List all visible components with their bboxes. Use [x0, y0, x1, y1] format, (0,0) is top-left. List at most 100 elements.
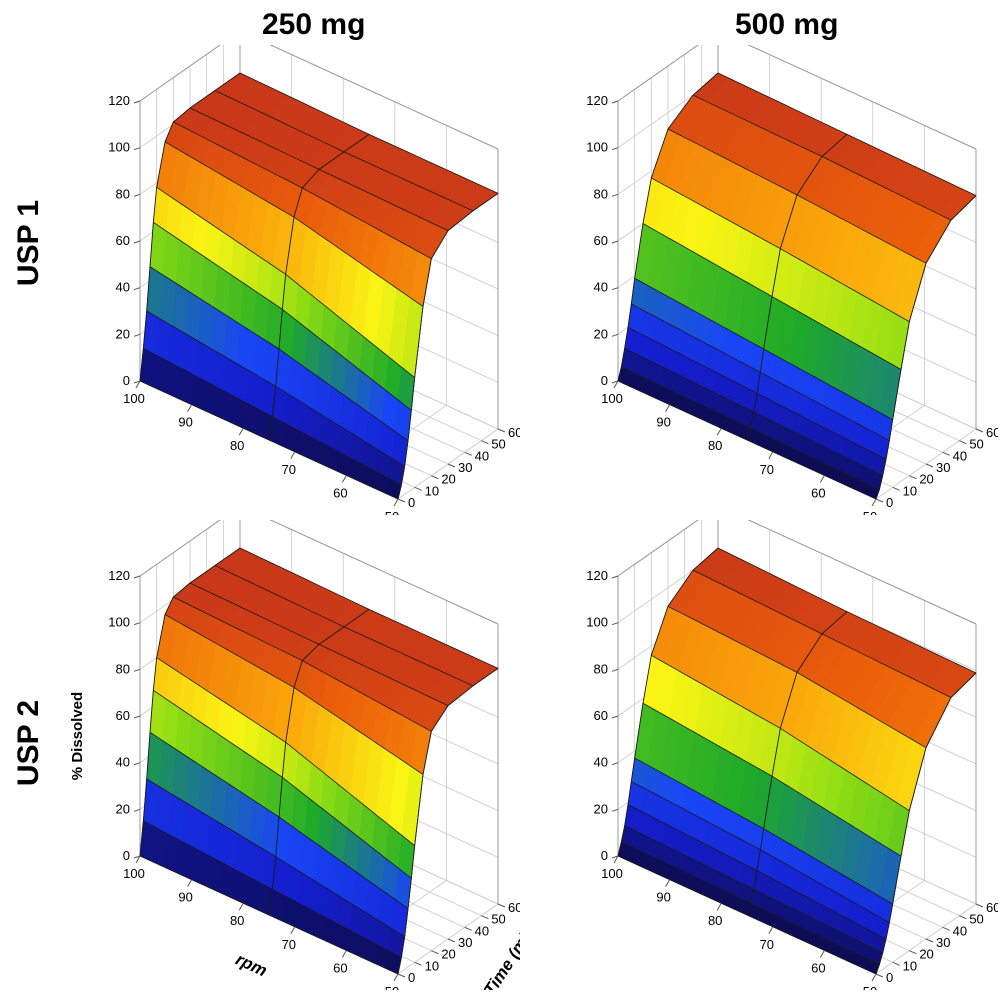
- z-tick: [611, 668, 619, 672]
- z-tick: [133, 668, 141, 672]
- rpm-tick-label: 100: [601, 866, 623, 881]
- time-tick-label: 30: [936, 935, 950, 950]
- time-tick-label: 50: [491, 912, 505, 927]
- z-tick: [133, 575, 141, 579]
- z-tick-label: 20: [594, 801, 608, 816]
- time-tick: [414, 486, 422, 491]
- rpm-tick-label: 70: [760, 937, 774, 952]
- z-tick-label: 80: [594, 661, 608, 676]
- time-tick: [497, 903, 506, 908]
- time-tick: [942, 926, 950, 931]
- z-tick-label: 100: [586, 615, 608, 630]
- time-tick-label: 0: [408, 495, 415, 510]
- box-edge: [139, 45, 221, 102]
- rpm-tick-label: 50: [863, 509, 877, 515]
- z-tick-label: 0: [601, 848, 608, 863]
- z-tick: [611, 333, 619, 337]
- time-tick: [414, 961, 422, 966]
- rpm-tick-label: 100: [123, 391, 145, 406]
- z-tick-label: 40: [594, 755, 608, 770]
- rpm-tick-label: 50: [863, 984, 877, 990]
- rpm-contour: [617, 72, 719, 382]
- z-tick: [611, 100, 619, 104]
- time-tick: [942, 451, 950, 456]
- rpm-tick: [135, 855, 141, 864]
- time-tick: [925, 463, 934, 468]
- z-tick-label: 20: [116, 326, 130, 341]
- time-tick-label: 60: [986, 900, 998, 915]
- z-tick-label: 40: [116, 755, 130, 770]
- time-tick: [397, 498, 406, 503]
- z-tick: [133, 715, 141, 719]
- time-tick: [464, 926, 472, 931]
- rpm-tick: [819, 950, 825, 958]
- rpm-tick-label: 70: [282, 462, 296, 477]
- surface: [617, 72, 977, 500]
- surface-edge: [875, 195, 977, 500]
- time-tick-label: 0: [408, 970, 415, 985]
- rpm-tick: [716, 902, 722, 911]
- rpm-tick-label: 90: [656, 415, 670, 430]
- z-tick: [611, 808, 619, 812]
- rpm-tick-label: 100: [123, 866, 145, 881]
- column-title-500mg: 500 mg: [735, 8, 839, 41]
- time-tick: [431, 475, 439, 480]
- rpm-tick: [238, 902, 244, 911]
- z-tick-label: 120: [586, 93, 608, 108]
- rpm-tick: [238, 427, 244, 436]
- time-tick: [925, 938, 934, 943]
- time-tick: [481, 440, 489, 445]
- time-tick: [431, 950, 439, 955]
- time-tick-label: 40: [953, 448, 967, 463]
- surface-edge: [397, 668, 499, 975]
- z-tick: [133, 808, 141, 812]
- time-tick-label: 10: [903, 958, 917, 973]
- surface: [139, 547, 499, 975]
- time-tick: [909, 475, 917, 480]
- rpm-tick-label: 60: [811, 960, 825, 975]
- z-tick: [133, 287, 141, 291]
- time-tick-label: 60: [508, 900, 520, 915]
- time-tick-label: 10: [425, 958, 439, 973]
- z-tick: [611, 715, 619, 719]
- rpm-tick: [768, 451, 774, 460]
- time-tick-label: 20: [919, 947, 933, 962]
- rpm-contour: [268, 133, 370, 441]
- z-tick: [611, 147, 619, 151]
- rpm-tick: [393, 973, 399, 982]
- rpm-contour: [746, 611, 848, 916]
- z-tick-label: 120: [586, 568, 608, 583]
- z-tick-label: 20: [116, 801, 130, 816]
- z-tick-label: 60: [594, 233, 608, 248]
- rpm-tick-label: 80: [708, 913, 722, 928]
- z-tick: [611, 622, 619, 626]
- box-edge: [269, 520, 499, 625]
- rpm-tick: [871, 973, 877, 982]
- time-tick: [975, 903, 984, 908]
- z-tick-label: 60: [116, 233, 130, 248]
- z-tick-label: 0: [601, 373, 608, 388]
- z-axis-label: % Dissolved: [69, 692, 86, 780]
- time-tick-label: 0: [886, 495, 893, 510]
- z-tick: [611, 193, 619, 197]
- z-tick: [133, 100, 141, 104]
- rpm-tick: [665, 404, 671, 412]
- rpm-tick: [341, 950, 347, 958]
- time-tick-label: 20: [441, 472, 455, 487]
- rpm-contour: [139, 547, 241, 857]
- time-tick-label: 30: [458, 935, 472, 950]
- z-tick: [133, 380, 141, 384]
- box-edge: [747, 520, 977, 625]
- time-tick-label: 60: [986, 425, 998, 440]
- time-tick-label: 40: [475, 448, 489, 463]
- rpm-tick: [187, 404, 193, 412]
- time-tick: [875, 973, 884, 978]
- z-tick-label: 100: [586, 140, 608, 155]
- column-title-250mg: 250 mg: [262, 8, 366, 41]
- box-edge: [617, 520, 699, 577]
- time-tick: [464, 451, 472, 456]
- z-tick: [611, 575, 619, 579]
- time-tick-label: 40: [475, 923, 489, 938]
- rpm-tick: [819, 475, 825, 483]
- time-tick: [909, 950, 917, 955]
